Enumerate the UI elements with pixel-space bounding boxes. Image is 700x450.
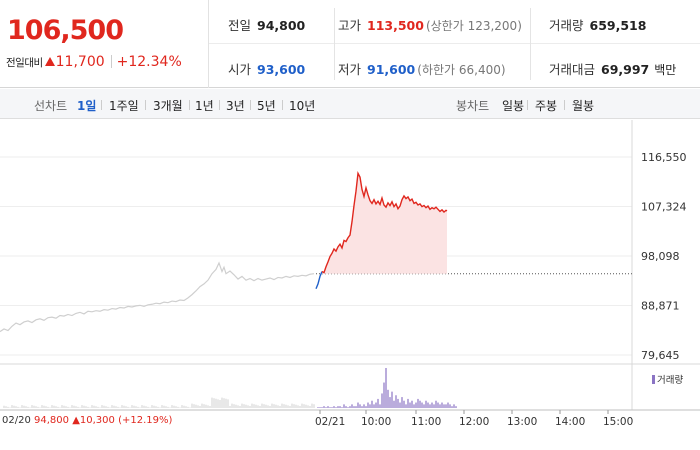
quote-panel: 106,500 전일대비 11,700 +12.34% 전일 94,800 시가 93,… (0, 0, 700, 88)
low-value: 91,600 (367, 62, 416, 77)
today-price-line-up (321, 171, 448, 274)
x-tick-label: 14:00 (555, 416, 585, 428)
lower-limit: (하한가 66,400) (417, 63, 506, 77)
open-cell: 시가 93,600 (228, 59, 305, 78)
price-chart[interactable]: 116,550 107,324 98,098 88,871 79,645 02/21 10:… (0, 120, 700, 450)
chart-canvas: 116,550 107,324 98,098 88,871 79,645 02/21 10:… (0, 120, 700, 428)
prev-close-cell: 전일 94,800 (228, 15, 305, 34)
tab-weekly[interactable]: 주봉 (535, 99, 558, 113)
prev-day-info: 02/20 94,800 ▲10,300 (+12.19%) (2, 415, 172, 426)
divider (564, 100, 565, 110)
y-tick-label: 116,550 (641, 151, 687, 164)
upper-limit: (상한가 123,200) (425, 19, 522, 33)
volume-swatch-icon (652, 375, 655, 384)
divider (527, 100, 528, 110)
x-tick-label: 02/21 (315, 416, 345, 428)
prev-day-price-line (0, 261, 315, 333)
amount-unit: 백만 (654, 63, 677, 77)
change-label: 전일대비 (6, 57, 43, 69)
prev-close-label: 전일 (228, 18, 252, 33)
price-box: 106,500 전일대비 11,700 +12.34% (0, 0, 209, 88)
price-area-fill (322, 173, 447, 274)
divider (189, 100, 190, 110)
open-label: 시가 (228, 62, 252, 77)
tab-3m[interactable]: 3개월 (153, 99, 183, 113)
volume-label: 거래량 (549, 18, 584, 33)
tab-10y[interactable]: 10년 (289, 99, 316, 113)
amount-cell: 거래대금 69,997 백만 (549, 59, 676, 78)
x-tick-label: 12:00 (459, 416, 489, 428)
y-tick-label: 88,871 (641, 300, 680, 313)
prev-day-change: 10,300 (+12.19%) (79, 415, 173, 426)
divider (110, 55, 112, 68)
low-cell: 저가 91,600 (하한가 66,400) (338, 59, 506, 78)
chart-period-tabs: 선차트 1일 1주일 3개월 1년 3년 5년 10년 봉차트 일봉 주봉 월봉 (0, 89, 700, 119)
tab-3y[interactable]: 3년 (226, 99, 245, 113)
low-label: 저가 (338, 62, 362, 77)
tab-1w[interactable]: 1주일 (109, 99, 139, 113)
high-cell: 고가 113,500 (상한가 123,200) (338, 15, 522, 34)
line-chart-label: 선차트 (34, 99, 68, 113)
x-tick-label: 10:00 (361, 416, 391, 428)
tab-1y[interactable]: 1년 (195, 99, 214, 113)
prev-day-date: 02/20 (2, 415, 31, 426)
current-price: 106,500 (7, 15, 124, 46)
today-price-line-down (315, 271, 323, 289)
tab-daily[interactable]: 일봉 (502, 99, 525, 113)
tab-monthly[interactable]: 월봉 (572, 99, 595, 113)
volume-legend-label: 거래량 (657, 375, 684, 386)
change-row: 전일대비 11,700 +12.34% (6, 54, 182, 70)
x-tick-label: 11:00 (411, 416, 441, 428)
tab-5y[interactable]: 5년 (257, 99, 276, 113)
x-tick-label: 15:00 (603, 416, 633, 428)
divider (101, 100, 102, 110)
volume-value: 659,518 (589, 18, 647, 33)
divider (209, 43, 700, 44)
amount-value: 69,997 (601, 62, 650, 77)
high-label: 고가 (338, 18, 362, 33)
candle-chart-label: 봉차트 (456, 99, 490, 113)
x-tick-label: 13:00 (507, 416, 537, 428)
high-value: 113,500 (367, 18, 424, 33)
open-value: 93,600 (257, 62, 306, 77)
y-tick-label: 98,098 (641, 250, 680, 263)
amount-label: 거래대금 (549, 62, 596, 77)
prev-close-value: 94,800 (257, 18, 306, 33)
y-tick-label: 107,324 (641, 200, 687, 213)
divider (145, 100, 146, 110)
prev-day-triangle-icon: ▲ (72, 415, 80, 426)
divider (282, 100, 283, 110)
divider (250, 100, 251, 110)
tab-1d[interactable]: 1일 (77, 99, 97, 113)
prev-day-close: 94,800 (34, 415, 70, 426)
up-triangle-icon (44, 57, 55, 66)
change-rate: +12.34% (116, 54, 182, 70)
change-amount: 11,700 (55, 54, 105, 70)
volume-cell: 거래량 659,518 (549, 15, 646, 34)
divider (334, 8, 335, 80)
y-tick-label: 79,645 (641, 349, 680, 362)
volume-legend: 거래량 (652, 372, 683, 386)
divider (530, 8, 531, 80)
divider (219, 100, 220, 110)
